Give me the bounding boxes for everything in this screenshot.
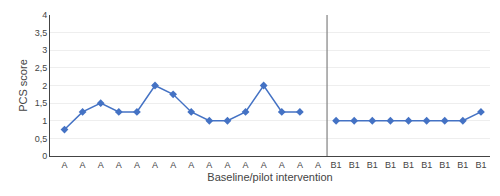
svg-text:B1: B1 [457,160,468,170]
svg-text:A: A [224,160,230,170]
svg-text:Baseline/pilot intervention: Baseline/pilot intervention [207,171,332,183]
svg-text:A: A [188,160,194,170]
svg-text:B1: B1 [331,160,342,170]
svg-text:A: A [243,160,249,170]
svg-text:2: 2 [42,81,47,91]
svg-text:A: A [61,160,67,170]
svg-text:B1: B1 [475,160,486,170]
svg-text:A: A [152,160,158,170]
svg-text:A: A [80,160,86,170]
svg-text:A: A [261,160,267,170]
svg-text:3: 3 [42,45,47,55]
svg-text:A: A [134,160,140,170]
svg-text:A: A [116,160,122,170]
svg-text:A: A [279,160,285,170]
svg-text:B1: B1 [403,160,414,170]
svg-text:B1: B1 [367,160,378,170]
svg-text:B1: B1 [421,160,432,170]
svg-text:2,5: 2,5 [35,63,48,73]
svg-text:A: A [98,160,104,170]
svg-text:A: A [206,160,212,170]
svg-text:1: 1 [42,116,47,126]
svg-text:A: A [170,160,176,170]
svg-text:B1: B1 [385,160,396,170]
svg-text:A: A [315,160,321,170]
svg-text:PCS score: PCS score [17,59,29,112]
svg-text:B1: B1 [349,160,360,170]
svg-text:3,5: 3,5 [35,28,48,38]
svg-text:1,5: 1,5 [35,98,48,108]
svg-text:0: 0 [42,151,47,161]
svg-text:A: A [297,160,303,170]
svg-text:B1: B1 [439,160,450,170]
svg-text:0,5: 0,5 [35,134,48,144]
svg-text:4: 4 [42,10,47,20]
